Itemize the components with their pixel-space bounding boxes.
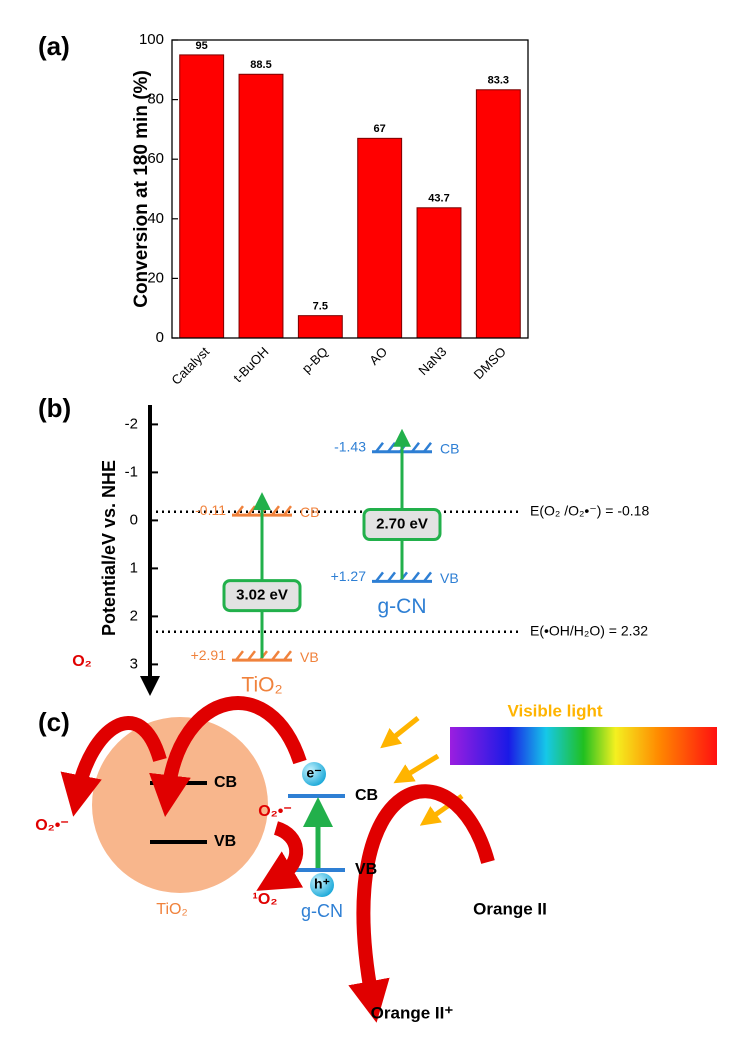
vb-value: +2.91 [191,647,227,663]
o2-radical-left: O₂•⁻ [35,817,69,834]
vb-value: +1.27 [331,568,367,584]
o2: O₂ [72,653,92,670]
light-arrow [380,716,420,749]
x-tick-label: p-BQ [299,344,331,376]
dye-oxidized: Orange II⁺ [371,1003,454,1022]
gcn: g-CN [301,901,343,921]
light: Visible light [507,701,602,720]
y-tick-label: 0 [156,329,164,346]
cb-text: CB [440,440,459,456]
gcn-vb: VB [355,861,377,878]
red-arrow [60,716,167,817]
gcn-cb: CB [355,787,378,804]
reference-label: E(O₂ /O₂•⁻) = -0.18 [530,502,649,518]
red-arrow [149,696,307,818]
bar [357,137,403,339]
value-label: 88.5 [250,59,271,71]
light-arrow [393,753,440,784]
gap-box [222,579,302,613]
bar [475,89,521,339]
y-axis-label: Potential/eV vs. NHE [99,460,119,636]
y-tick-label: 80 [147,91,164,108]
panel-label: (b) [38,393,71,423]
y-tick-label: -2 [125,415,138,432]
reference-label: E(•OH/H₂O) = 2.32 [530,622,648,638]
red-arrow [256,821,304,891]
value-label: 7.5 [313,301,328,313]
y-tick-label: 3 [130,655,138,672]
x-tick-label: Catalyst [168,344,212,388]
cb-value: -1.43 [334,438,366,454]
cb-value: -0.11 [195,502,226,518]
x-tick-label: t-BuOH [230,344,271,385]
value-label: 83.3 [488,75,509,87]
value-label: 67 [374,123,386,135]
value-label: 95 [196,40,208,52]
hole: h⁺ [314,876,330,892]
tio2: TiO₂ [156,901,187,918]
singlet-o2: ¹O₂ [253,891,278,908]
gap-box [362,508,442,542]
y-tick-label: 60 [147,150,164,167]
x-tick-label: DMSO [471,344,509,382]
bar [297,315,343,339]
bar [179,54,225,339]
y-tick-label: 0 [130,511,138,528]
x-tick-label: NaN3 [415,344,449,378]
o2-radical-right: O₂•⁻ [258,803,292,820]
dye: Orange II [473,899,547,918]
vb-text: VB [440,570,459,586]
cb-text: CB [300,504,319,520]
electron: e⁻ [306,765,321,781]
y-tick-label: -1 [125,463,138,480]
y-tick-label: 1 [130,559,138,576]
band-gap: 2.70 eV [376,516,428,533]
x-tick-label: AO [366,344,390,368]
y-axis-label: Conversion at 180 min (%) [131,70,152,308]
material-name: TiO₂ [241,674,282,697]
value-label: 43.7 [428,193,449,205]
material-name: g-CN [377,595,426,618]
plot-frame [171,39,529,339]
spectrum [450,727,717,765]
y-tick-label: 2 [130,607,138,624]
panel-label: (a) [38,31,70,61]
vb-text: VB [300,649,319,665]
panel-label: (c) [38,707,70,737]
bar [238,73,284,339]
bar [416,207,462,339]
red-arrow [348,784,495,1023]
band-gap: 3.02 eV [236,587,288,604]
y-tick-label: 40 [147,210,164,227]
electron [302,762,326,786]
tio2-cb: CB [214,774,237,791]
tio2-vb: VB [214,833,236,850]
hole [310,873,334,897]
y-tick-label: 100 [139,31,164,48]
y-tick-label: 20 [147,269,164,286]
